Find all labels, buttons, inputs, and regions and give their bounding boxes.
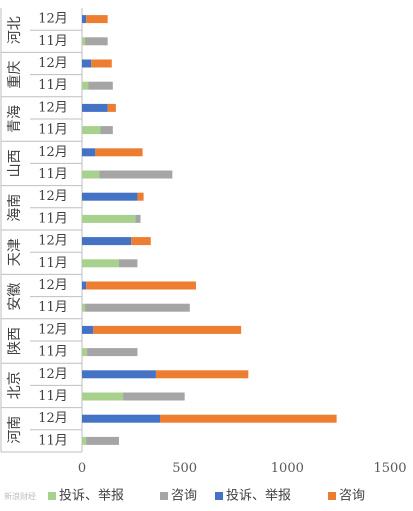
- bar-河北-12月-consult: [86, 15, 108, 24]
- bar-陕西-11月-complaint: [82, 348, 88, 357]
- bar-重庆-12月-complaint: [82, 59, 92, 68]
- month-label-5-0: 12月: [38, 234, 68, 249]
- month-label-8-0: 12月: [38, 367, 68, 382]
- province-label-2: 青海: [7, 105, 23, 133]
- x-tick-label-2: 1000: [271, 461, 304, 476]
- month-label-3-1: 11月: [38, 167, 68, 182]
- bar-重庆-11月-complaint: [82, 81, 89, 90]
- bar-北京-12月-consult: [155, 370, 249, 379]
- x-tick-label-0: 0: [78, 461, 86, 476]
- province-label-4: 海南: [7, 194, 23, 222]
- legend-swatch-1: [160, 492, 168, 500]
- bar-青海-12月-consult: [107, 103, 116, 112]
- bar-北京-11月-consult: [123, 392, 185, 401]
- bar-河南-12月-consult: [160, 414, 337, 423]
- legend-label-3: 咨询: [339, 489, 365, 504]
- x-tick-label-3: 1500: [373, 461, 406, 476]
- x-tick-label-1: 500: [172, 461, 197, 476]
- bar-河北-11月-complaint: [82, 37, 86, 46]
- month-label-7-1: 11月: [38, 345, 68, 360]
- bar-山西-11月-consult: [99, 170, 173, 179]
- bar-山西-12月-complaint: [82, 148, 96, 157]
- bar-北京-11月-complaint: [82, 392, 124, 401]
- bar-海南-11月-complaint: [82, 214, 136, 223]
- legend-swatch-3: [328, 492, 336, 500]
- province-label-5: 天津: [7, 238, 23, 266]
- bar-山西-11月-complaint: [82, 170, 100, 179]
- month-label-0-1: 11月: [38, 34, 68, 49]
- month-label-7-0: 12月: [38, 322, 68, 337]
- bar-陕西-12月-consult: [93, 325, 242, 334]
- month-label-2-0: 12月: [38, 100, 68, 115]
- legend-label-1: 咨询: [171, 489, 197, 504]
- province-label-8: 北京: [7, 371, 23, 399]
- bar-河南-12月-complaint: [82, 414, 161, 423]
- bar-海南-11月-consult: [135, 214, 141, 223]
- bar-天津-11月-complaint: [82, 259, 119, 268]
- month-label-6-1: 11月: [38, 300, 68, 315]
- month-label-4-0: 12月: [38, 189, 68, 204]
- bar-天津-12月-complaint: [82, 237, 132, 246]
- province-label-7: 陕西: [7, 327, 23, 355]
- bar-天津-11月-consult: [118, 259, 138, 268]
- month-label-9-0: 12月: [38, 411, 68, 426]
- legend-swatch-0: [48, 492, 56, 500]
- bar-青海-11月-complaint: [82, 126, 101, 135]
- province-label-6: 安徽: [7, 283, 23, 311]
- bar-北京-12月-complaint: [82, 370, 156, 379]
- month-label-4-1: 11月: [38, 211, 68, 226]
- bar-河北-11月-consult: [85, 37, 108, 46]
- bar-安徽-12月-consult: [86, 281, 196, 290]
- bar-安徽-11月-consult: [85, 303, 190, 312]
- bar-重庆-12月-consult: [91, 59, 112, 68]
- legend-swatch-2: [215, 492, 223, 500]
- province-label-3: 山西: [7, 149, 23, 177]
- bar-安徽-11月-complaint: [82, 303, 86, 312]
- bar-重庆-11月-consult: [88, 81, 113, 90]
- month-label-8-1: 11月: [38, 389, 68, 404]
- bar-山西-12月-consult: [95, 148, 143, 157]
- month-label-3-0: 12月: [38, 145, 68, 160]
- bar-安徽-12月-complaint: [82, 281, 87, 290]
- month-label-0-0: 12月: [38, 12, 68, 27]
- bar-河北-12月-complaint: [82, 15, 87, 24]
- month-label-9-1: 11月: [38, 433, 68, 448]
- bar-海南-12月-complaint: [82, 192, 138, 201]
- month-label-2-1: 11月: [38, 123, 68, 138]
- bar-陕西-11月-consult: [87, 348, 138, 357]
- bar-陕西-12月-complaint: [82, 325, 94, 334]
- province-label-0: 河北: [7, 16, 23, 44]
- month-label-1-0: 12月: [38, 56, 68, 71]
- month-label-6-0: 12月: [38, 278, 68, 293]
- province-label-1: 重庆: [7, 61, 23, 89]
- bar-河南-11月-consult: [86, 436, 119, 445]
- bar-青海-11月-consult: [100, 126, 113, 135]
- bar-河南-11月-complaint: [82, 436, 87, 445]
- legend-label-2: 投诉、举报: [226, 488, 291, 504]
- province-label-9: 河南: [7, 416, 23, 444]
- bar-天津-12月-consult: [131, 237, 151, 246]
- month-label-5-1: 11月: [38, 256, 68, 271]
- month-label-1-1: 11月: [38, 78, 68, 93]
- watermark: 新浪财经: [4, 492, 36, 501]
- bar-海南-12月-consult: [137, 192, 144, 201]
- legend-label-0: 投诉、举报: [59, 488, 124, 504]
- bar-青海-12月-complaint: [82, 103, 108, 112]
